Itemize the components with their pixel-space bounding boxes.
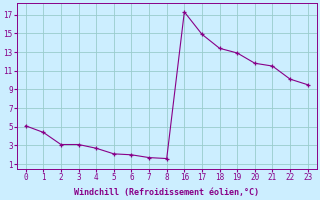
X-axis label: Windchill (Refroidissement éolien,°C): Windchill (Refroidissement éolien,°C) [74,188,259,197]
